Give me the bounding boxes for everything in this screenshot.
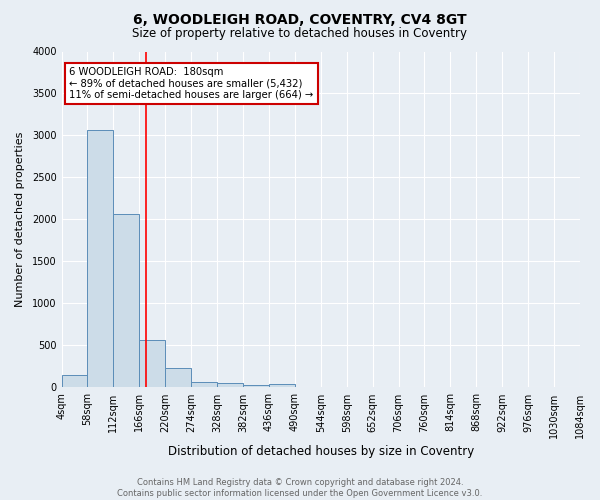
Bar: [88, 130, 113, 388]
Y-axis label: Number of detached properties: Number of detached properties: [15, 132, 25, 307]
Text: 6, WOODLEIGH ROAD, COVENTRY, CV4 8GT: 6, WOODLEIGH ROAD, COVENTRY, CV4 8GT: [133, 12, 467, 26]
Bar: [113, 214, 139, 388]
Bar: [243, 384, 269, 388]
Bar: [139, 340, 165, 388]
Bar: [165, 368, 191, 388]
Text: 6 WOODLEIGH ROAD:  180sqm
← 89% of detached houses are smaller (5,432)
11% of se: 6 WOODLEIGH ROAD: 180sqm ← 89% of detach…: [70, 66, 314, 100]
Bar: [217, 383, 243, 388]
Bar: [269, 384, 295, 388]
Text: Size of property relative to detached houses in Coventry: Size of property relative to detached ho…: [133, 28, 467, 40]
Bar: [62, 375, 88, 388]
X-axis label: Distribution of detached houses by size in Coventry: Distribution of detached houses by size …: [167, 444, 474, 458]
Text: Contains HM Land Registry data © Crown copyright and database right 2024.
Contai: Contains HM Land Registry data © Crown c…: [118, 478, 482, 498]
Bar: [191, 382, 217, 388]
